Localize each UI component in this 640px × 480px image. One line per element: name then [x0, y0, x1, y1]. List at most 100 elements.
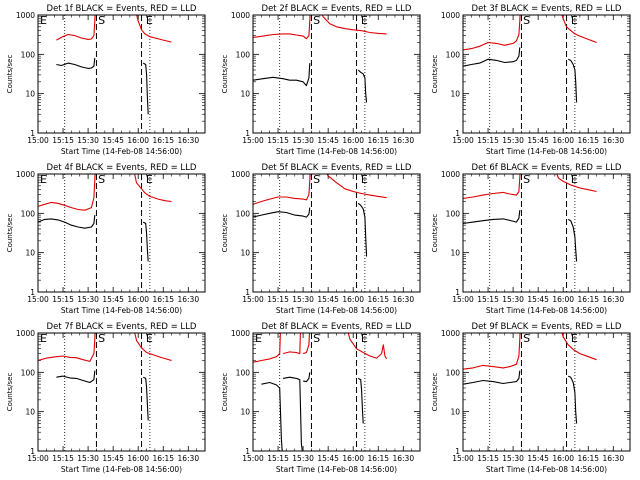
x-tick-label: 15:15 [52, 454, 74, 463]
x-tick-label: 15:30 [502, 136, 524, 145]
y-axis-label: Counts/sec [6, 55, 14, 94]
y-tick-label: 10 [450, 90, 460, 99]
series-line-lld [253, 333, 281, 363]
y-axis-label: Counts/sec [221, 373, 229, 412]
x-tick-label: 15:45 [102, 454, 124, 463]
start-marker-label: S [313, 173, 320, 186]
y-tick-label: 1000 [231, 170, 250, 179]
x-tick-label: 15:00 [452, 295, 474, 304]
series-line-events [357, 377, 364, 424]
x-tick-label: 15:00 [242, 136, 264, 145]
series-group [463, 174, 597, 262]
x-tick-label: 16:30 [392, 295, 414, 304]
chart-title: Det 3f BLACK = Events, RED = LLD [472, 4, 622, 14]
x-tick-label: 16:15 [367, 295, 389, 304]
plot-frame [252, 173, 421, 293]
x-tick-label: 16:30 [602, 454, 624, 463]
x-tick-label: 16:00 [127, 454, 149, 463]
x-tick-label: 15:15 [52, 295, 74, 304]
chart-title: Det 9f BLACK = Events, RED = LLD [472, 322, 622, 332]
end-marker-label: E [361, 332, 368, 345]
x-tick-label: 15:45 [102, 295, 124, 304]
start-marker-label: S [98, 332, 105, 345]
chart-panel-6: Det 6f BLACK = Events, RED = LLD Counts/s… [431, 163, 631, 315]
y-tick-label: 100 [21, 209, 36, 218]
chart-panel-2: Det 2f BLACK = Events, RED = LLD Counts/s… [221, 4, 421, 156]
series-line-lld [463, 333, 521, 370]
x-axis-label: Start Time (14-Feb-08 14:56:00) [276, 306, 397, 315]
series-line-lld [134, 333, 172, 362]
series-group [463, 15, 597, 103]
x-tick-label: 15:30 [292, 454, 314, 463]
x-axis-label: Start Time (14-Feb-08 14:56:00) [486, 306, 607, 315]
x-tick-label: 16:15 [367, 454, 389, 463]
y-tick-label: 10 [240, 90, 250, 99]
series-line-events [567, 218, 578, 262]
y-tick-label: 1 [245, 288, 250, 297]
y-axis-label: Counts/sec [431, 214, 439, 253]
x-tick-label: 15:00 [242, 295, 264, 304]
y-tick-label: 100 [446, 50, 461, 59]
y-tick-label: 10 [25, 90, 35, 99]
x-axis-label: Start Time (14-Feb-08 14:56:00) [276, 465, 397, 474]
y-tick-label: 1 [455, 447, 460, 456]
x-tick-label: 16:15 [577, 136, 599, 145]
y-tick-label: 1 [455, 288, 460, 297]
x-tick-label: 16:15 [367, 136, 389, 145]
series-group [56, 15, 172, 115]
x-axis-label: Start Time (14-Feb-08 14:56:00) [61, 306, 182, 315]
series-line-events [567, 58, 578, 103]
series-line-lld [38, 333, 96, 362]
y-tick-label: 100 [236, 209, 251, 218]
x-tick-label: 15:30 [292, 295, 314, 304]
series-line-events [142, 376, 149, 421]
y-tick-label: 1000 [441, 170, 460, 179]
x-tick-label: 15:45 [317, 136, 339, 145]
series-line-events [283, 376, 303, 451]
y-tick-label: 1000 [16, 329, 35, 338]
y-tick-label: 10 [450, 408, 460, 417]
series-line-lld [302, 333, 311, 355]
start-marker-label: S [523, 332, 530, 345]
x-tick-label: 15:15 [267, 454, 289, 463]
x-tick-label: 15:45 [527, 295, 549, 304]
x-tick-label: 16:00 [342, 454, 364, 463]
x-tick-label: 15:30 [77, 454, 99, 463]
end-marker-label: E [571, 14, 578, 27]
chart-title: Det 7f BLACK = Events, RED = LLD [47, 322, 197, 332]
x-tick-label: 15:15 [52, 136, 74, 145]
series-group [463, 333, 597, 424]
series-line-events [142, 221, 149, 262]
x-tick-label: 15:30 [77, 136, 99, 145]
start-marker-label: S [313, 332, 320, 345]
series-line-events [253, 63, 311, 87]
y-tick-label: 1000 [16, 11, 35, 20]
plot-frame [252, 14, 421, 134]
chart-title: Det 8f BLACK = Events, RED = LLD [262, 322, 412, 332]
series-line-lld [38, 174, 96, 211]
x-tick-label: 15:00 [452, 454, 474, 463]
chart-title: Det 1f BLACK = Events, RED = LLD [47, 4, 197, 14]
chart-panel-7: Det 7f BLACK = Events, RED = LLD Counts/s… [6, 322, 206, 474]
end-marker-label: E [361, 14, 368, 27]
y-tick-label: 1000 [231, 11, 250, 20]
start-marker-label: S [523, 14, 530, 27]
x-tick-label: 16:15 [152, 136, 174, 145]
y-tick-label: 100 [446, 209, 461, 218]
plot-frame [252, 332, 421, 452]
plot-frame [462, 173, 631, 293]
y-tick-label: 1 [30, 288, 35, 297]
y-tick-label: 100 [236, 50, 251, 59]
y-axis-label: Counts/sec [6, 214, 14, 253]
series-line-lld [56, 15, 96, 41]
series-line-lld [253, 174, 311, 205]
x-tick-label: 15:15 [477, 136, 499, 145]
y-axis-label: Counts/sec [431, 373, 439, 412]
x-axis-label: Start Time (14-Feb-08 14:56:00) [486, 465, 607, 474]
y-tick-label: 1000 [16, 170, 35, 179]
series-group [253, 333, 388, 451]
x-tick-label: 16:15 [152, 454, 174, 463]
y-tick-label: 1000 [441, 11, 460, 20]
end-marker-label-left: E [40, 332, 47, 345]
y-tick-label: 1000 [441, 329, 460, 338]
